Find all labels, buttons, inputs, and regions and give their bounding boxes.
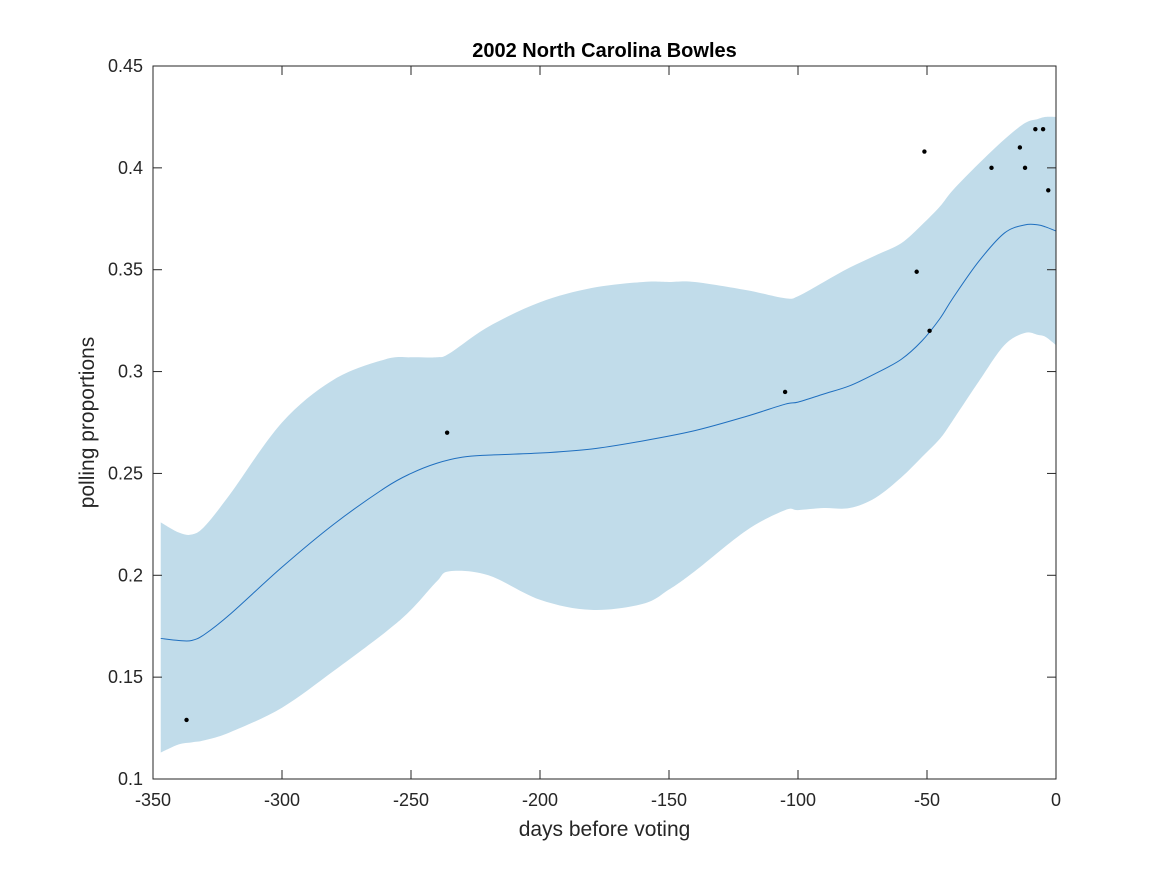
data-point <box>989 165 994 171</box>
data-point <box>914 269 919 274</box>
data-point <box>184 717 189 723</box>
x-tick-label: -150 <box>651 790 687 810</box>
y-tick-label: 0.35 <box>108 260 143 280</box>
data-point <box>1017 145 1023 150</box>
data-point <box>1033 126 1038 132</box>
y-tick-label: 0.15 <box>108 667 143 687</box>
data-points <box>184 126 1051 723</box>
x-tick-label: -300 <box>264 790 300 810</box>
x-tick-label: -200 <box>522 790 558 810</box>
x-tick-label: -250 <box>393 790 429 810</box>
x-tick-label: -350 <box>135 790 171 810</box>
y-tick-label: 0.45 <box>108 56 143 76</box>
data-point <box>1046 188 1051 193</box>
data-point <box>444 430 450 435</box>
y-tick-label: 0.2 <box>118 565 143 585</box>
chart-title: 2002 North Carolina Bowles <box>472 40 737 62</box>
y-tick-label: 0.3 <box>118 362 143 382</box>
x-tick-label: 0 <box>1051 790 1061 810</box>
plot-area <box>160 116 1057 753</box>
y-tick-label: 0.25 <box>108 463 143 483</box>
confidence-band <box>160 116 1057 753</box>
x-axis-label: days before voting <box>519 818 691 841</box>
series-line <box>160 223 1057 642</box>
y-tick-label: 0.4 <box>118 158 143 178</box>
y-axis-label: polling proportions <box>76 337 99 509</box>
x-tick-label: -100 <box>780 790 816 810</box>
x-tick-label: -50 <box>914 790 940 810</box>
data-point <box>782 389 788 395</box>
data-point <box>1022 165 1028 171</box>
data-point <box>927 328 932 334</box>
y-tick-label: 0.1 <box>118 769 143 789</box>
data-point <box>922 149 927 154</box>
data-point <box>1040 126 1046 132</box>
axes-box <box>152 65 1057 780</box>
axis-ticks: -350 -300 -250 -200 -150 -100 -50 0 0.1 0.15 0.2 0.… <box>108 56 1061 810</box>
